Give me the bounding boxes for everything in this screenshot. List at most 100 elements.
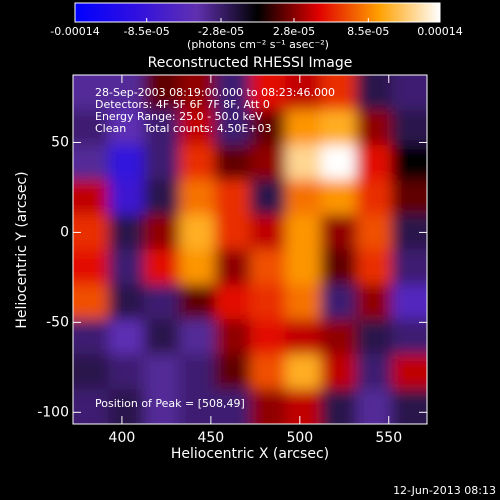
image-cell (179, 214, 216, 250)
image-cell (214, 389, 251, 424)
image-cell (250, 354, 286, 390)
image-cell (179, 109, 216, 146)
image-cell (143, 284, 180, 320)
image-cell (143, 354, 180, 390)
image-cell (285, 75, 322, 111)
image-cell (356, 249, 393, 285)
image-cell (320, 109, 357, 146)
image-cell (391, 144, 427, 181)
image-cell (108, 354, 145, 390)
image-cell (108, 389, 145, 424)
image-cell (250, 389, 286, 424)
image-cell (143, 179, 180, 216)
annotation-block: 28-Sep-2003 08:19:00.000 to 08:23:46.000… (95, 86, 335, 410)
image-cell (179, 75, 216, 111)
image-cell (250, 214, 286, 250)
annotation: Detectors: 4F 5F 6F 7F 8F, Att 0 (95, 98, 270, 111)
image-cell (214, 75, 251, 111)
image-cell (73, 75, 109, 111)
image-cell (250, 75, 286, 111)
image-cell (285, 214, 322, 250)
image-cell (285, 144, 322, 181)
colorbar-tick-label: -0.00014 (50, 25, 99, 38)
image-cell (143, 144, 180, 181)
image-cell (356, 214, 393, 250)
image-cell (356, 109, 393, 146)
image-cell (356, 179, 393, 216)
image-cell (391, 75, 427, 111)
image-cell (214, 249, 251, 285)
image-cell (285, 389, 322, 424)
image-cell (214, 284, 251, 320)
image-cell (320, 389, 357, 424)
image-cell (250, 144, 286, 181)
image-cell (391, 249, 427, 285)
x-tick-label: 550 (375, 430, 402, 446)
image-cell (143, 389, 180, 424)
image-cell (143, 249, 180, 285)
image-cell (73, 109, 109, 146)
image-cell (73, 319, 109, 355)
image-cell (320, 249, 357, 285)
y-tick-label: -100 (37, 404, 69, 420)
image-cell (143, 109, 180, 146)
image-cell (73, 284, 109, 320)
image-cell (108, 144, 145, 181)
image-cell (250, 319, 286, 355)
image-cell (73, 249, 109, 285)
image-cell (214, 179, 251, 216)
image-cell (214, 109, 251, 146)
image-cell (214, 319, 251, 355)
image-cell (179, 249, 216, 285)
image-cell (250, 179, 286, 216)
image-cell (285, 179, 322, 216)
image-cell (73, 354, 109, 390)
colorbar-tick-label: 2.8e-05 (273, 25, 315, 38)
image-cell (250, 249, 286, 285)
peak-label: Position of Peak = [508,49] (95, 397, 245, 410)
x-axis-label: Heliocentric X (arcsec) (171, 446, 329, 462)
image-cell (356, 389, 393, 424)
colorbar-tick-label: 8.5e-05 (347, 25, 389, 38)
image-cell (391, 179, 427, 216)
image-cell (391, 354, 427, 390)
colorbar-tick-label: 0.00014 (417, 25, 463, 38)
image-cell (320, 144, 357, 181)
image-cell (214, 354, 251, 390)
image-cell (214, 144, 251, 181)
image-cell (320, 214, 357, 250)
image-cell (285, 284, 322, 320)
y-tick-label: 50 (51, 134, 69, 150)
image-cell (320, 354, 357, 390)
image-cell (320, 284, 357, 320)
image-cell (250, 109, 286, 146)
image-cell (285, 354, 322, 390)
colorbar-label: (photons cm⁻² s⁻¹ asec⁻²) (187, 38, 329, 51)
image-cell (179, 319, 216, 355)
image-cell (320, 319, 357, 355)
image-cell (108, 214, 145, 250)
annotation: Energy Range: 25.0 - 50.0 keV (95, 110, 263, 123)
image-cell (179, 354, 216, 390)
image-cell (285, 249, 322, 285)
image-cell (356, 75, 393, 111)
colorbar-tick-label: -2.8e-05 (198, 25, 244, 38)
image-cell (108, 319, 145, 355)
image-cell (356, 144, 393, 181)
image-cell (108, 75, 145, 111)
image-cell (250, 284, 286, 320)
x-tick-label: 400 (109, 430, 136, 446)
image-cell (179, 284, 216, 320)
x-tick-label: 500 (286, 430, 313, 446)
image-cell (320, 75, 357, 111)
image-cell (108, 284, 145, 320)
image-cell (391, 109, 427, 146)
image-cell (356, 354, 393, 390)
image-cell (73, 389, 109, 424)
image-cell (143, 75, 180, 111)
colorbar-tick-label: -8.5e-05 (124, 25, 170, 38)
annotation: 28-Sep-2003 08:19:00.000 to 08:23:46.000 (95, 86, 335, 99)
timestamp: 12-Jun-2013 08:13 (393, 484, 496, 497)
image-cell (391, 284, 427, 320)
